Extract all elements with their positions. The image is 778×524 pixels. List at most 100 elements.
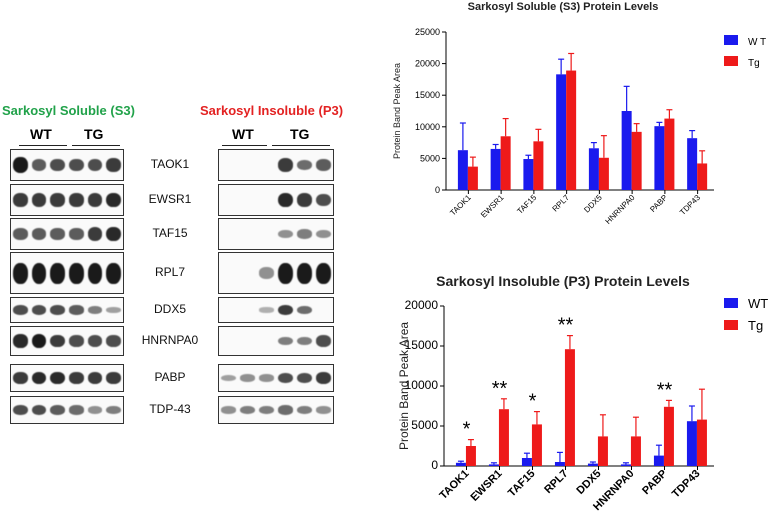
bar-wt (620, 464, 631, 466)
bar-tg (597, 436, 608, 466)
soluble-blot-7 (10, 396, 124, 424)
blot-band (297, 305, 312, 315)
bar-wt (556, 74, 567, 190)
blot-band (13, 193, 28, 207)
blot-band (106, 226, 121, 242)
insoluble-blot-4 (218, 297, 334, 323)
soluble-wt-underline (19, 145, 67, 146)
blot-band (50, 193, 65, 207)
bar-wt (587, 463, 598, 466)
soluble-blot-1 (10, 184, 124, 216)
x-tick-label: PABP (640, 468, 670, 498)
soluble-title: Sarkosyl Soluble (S3) (2, 103, 135, 118)
insoluble-tg-underline (272, 145, 330, 146)
significance-mark: ** (492, 378, 508, 400)
insoluble-chart: Sarkosyl Insoluble (P3) Protein Levels Pr… (397, 273, 768, 513)
x-tick-label: RPL7 (542, 468, 570, 496)
blot-band (13, 262, 28, 284)
protein-label: PABP (154, 370, 186, 384)
blot-band (69, 228, 84, 240)
protein-label: HNRNPA0 (141, 333, 199, 347)
x-tick-label: HNRNPA0 (604, 193, 637, 226)
blot-band (31, 193, 47, 207)
soluble-blot-5 (10, 326, 124, 356)
bar-tg (696, 419, 707, 466)
protein-label: TAOK1 (150, 157, 190, 171)
blot-band (278, 158, 293, 172)
y-tick-label: 10000 (415, 122, 440, 132)
legend-label: Tg (748, 58, 760, 69)
blot-band (87, 158, 103, 172)
significance-mark: * (529, 391, 537, 413)
blot-band (69, 158, 84, 172)
y-tick-label: 5000 (411, 418, 438, 432)
blot-band (278, 192, 293, 208)
blot-band (278, 405, 293, 415)
y-tick-label: 20000 (405, 298, 439, 312)
blot-band (87, 262, 103, 284)
blot-band (13, 372, 28, 384)
blot-band (106, 335, 121, 347)
x-tick-label: TDP43 (678, 193, 702, 217)
blot-band (50, 371, 65, 385)
soluble-blot-0 (10, 149, 124, 181)
bar-tg (663, 406, 674, 466)
x-tick-label: EWSR1 (479, 193, 506, 220)
soluble-blot-2 (10, 218, 124, 250)
blot-band (31, 228, 47, 240)
bar-wt (654, 126, 665, 190)
bar-wt (653, 455, 664, 466)
blot-band (106, 307, 121, 313)
blot-band (50, 304, 65, 316)
blot-band (106, 192, 121, 208)
bar-wt (521, 458, 532, 466)
blot-band (316, 159, 331, 171)
insoluble-blot-1 (218, 184, 334, 216)
x-tick-label: PABP (648, 193, 669, 214)
blot-band (297, 159, 312, 171)
blot-band (50, 228, 65, 240)
legend-swatch (724, 56, 738, 66)
blot-band (297, 372, 312, 384)
x-tick-label: TAOK1 (437, 468, 471, 502)
bar-wt (686, 421, 697, 466)
y-axis-label: Protein Band Peak Area (392, 63, 402, 159)
soluble-tg-underline (72, 145, 120, 146)
bar-tg (630, 436, 641, 466)
blot-band (259, 405, 274, 415)
blot-band (31, 333, 47, 349)
blot-band (87, 406, 103, 414)
x-tick-label: TAOK1 (448, 193, 473, 218)
soluble-chart: Sarkosyl Soluble (S3) Protein Levels Prot… (392, 1, 766, 226)
protein-label: EWSR1 (148, 192, 192, 206)
blot-band (87, 372, 103, 384)
soluble-blot-4 (10, 297, 124, 323)
blot-band (69, 335, 84, 347)
blot-band (106, 372, 121, 384)
bar-tg (598, 157, 609, 190)
insoluble-blot-7 (218, 396, 334, 424)
soluble-blot-6 (10, 364, 124, 392)
blot-band (87, 227, 103, 241)
blot-band (316, 193, 331, 207)
y-tick-label: 25000 (415, 27, 440, 37)
x-tick-label: RPL7 (551, 193, 572, 214)
blot-band (259, 307, 274, 313)
blot-band (278, 372, 293, 384)
y-tick-label: 20000 (415, 59, 440, 69)
blot-band (297, 193, 312, 207)
bar-wt (588, 148, 599, 190)
blot-band (106, 262, 121, 284)
blot-band (31, 371, 47, 385)
insoluble-blot-2 (218, 218, 334, 250)
blot-band (297, 229, 312, 239)
bar-tg (498, 409, 509, 466)
bar-wt (455, 462, 466, 466)
significance-mark: ** (657, 379, 673, 401)
chart-title: Sarkosyl Soluble (S3) Protein Levels (468, 1, 659, 13)
blot-band (297, 262, 312, 284)
blot-band (87, 193, 103, 207)
bar-tg (664, 118, 675, 190)
insoluble-tg-label: TG (290, 126, 310, 142)
blot-band (316, 335, 331, 347)
